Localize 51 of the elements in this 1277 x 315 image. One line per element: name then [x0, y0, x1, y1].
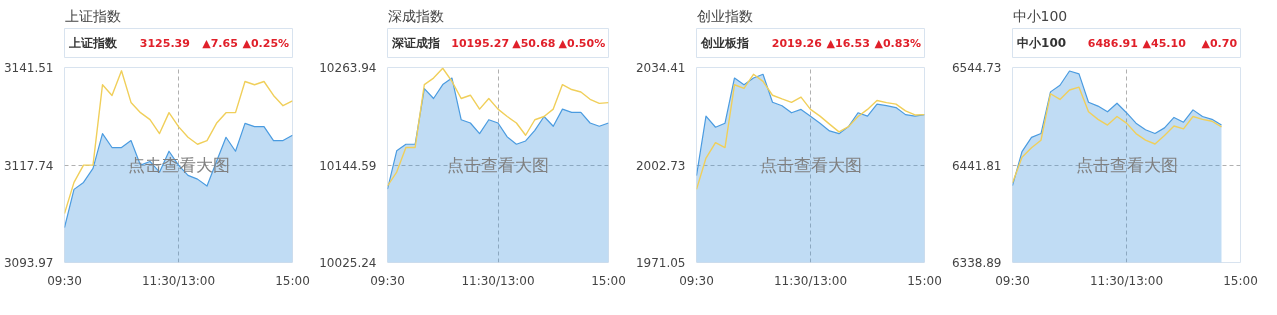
text: 10195.27 [451, 37, 510, 50]
text: ▲0.50% [558, 36, 606, 50]
x-tick-label: 09:30 [370, 273, 405, 288]
text: ▲45.10 [1142, 36, 1187, 50]
y-tick-label: 2002.73 [635, 158, 686, 173]
line-series [387, 67, 609, 187]
chart-subtitle: 中小100 [1017, 36, 1067, 50]
chart-title: 中小100 [1012, 7, 1068, 24]
text: ▲0.70 [1201, 36, 1238, 50]
x-tick-label: 15:00 [275, 273, 310, 288]
line-series [696, 73, 925, 191]
x-tick-label: 11:30/13:00 [773, 273, 848, 288]
y-tick-label: 6441.81 [951, 158, 1002, 173]
y-tick-label: 3141.51 [3, 61, 54, 75]
line-series [1012, 86, 1223, 184]
x-tick-label: 15:00 [1223, 273, 1258, 288]
text: ▲50.68 [512, 36, 556, 50]
y-tick-label: 1971.05 [635, 256, 686, 270]
annotation: 点击查看大图 [759, 155, 862, 175]
text: 6486.91 [1087, 37, 1138, 50]
text: ▲0.25% [242, 36, 290, 50]
chart-subtitle: 上证指数 [68, 36, 119, 50]
text: 3125.39 [139, 37, 190, 50]
y-tick-label: 6338.89 [951, 256, 1002, 270]
chart-title: 创业指数 [696, 7, 753, 24]
y-tick-label: 10263.94 [319, 61, 377, 75]
x-tick-label: 15:00 [591, 273, 626, 288]
chart-subtitle: 创业板指 [700, 36, 750, 50]
y-tick-label: 10025.24 [319, 256, 377, 270]
text: ▲16.53 [826, 36, 870, 50]
y-tick-label: 3093.97 [3, 256, 54, 270]
y-tick-label: 6544.73 [951, 61, 1002, 75]
x-tick-label: 09:30 [995, 273, 1030, 288]
chart-title: 上证指数 [64, 7, 121, 24]
annotation: 点击查看大图 [1075, 155, 1178, 175]
x-tick-label: 11:30/13:00 [141, 273, 216, 288]
x-tick-label: 15:00 [907, 273, 942, 288]
annotation: 点击查看大图 [447, 155, 549, 175]
x-tick-label: 11:30/13:00 [461, 273, 535, 288]
chart-subtitle: 深证成指 [390, 36, 440, 50]
x-tick-label: 11:30/13:00 [1089, 273, 1164, 288]
y-tick-label: 3117.74 [3, 158, 54, 173]
x-tick-label: 09:30 [47, 273, 82, 288]
x-tick-label: 09:30 [679, 273, 714, 288]
chart-title: 深成指数 [387, 7, 444, 24]
y-tick-label: 10144.59 [319, 158, 377, 173]
y-tick-label: 2034.41 [635, 61, 686, 75]
text: 2019.26 [771, 37, 823, 50]
text: ▲0.83% [874, 36, 922, 50]
text: ▲7.65 [202, 36, 238, 50]
line-series [64, 70, 293, 215]
